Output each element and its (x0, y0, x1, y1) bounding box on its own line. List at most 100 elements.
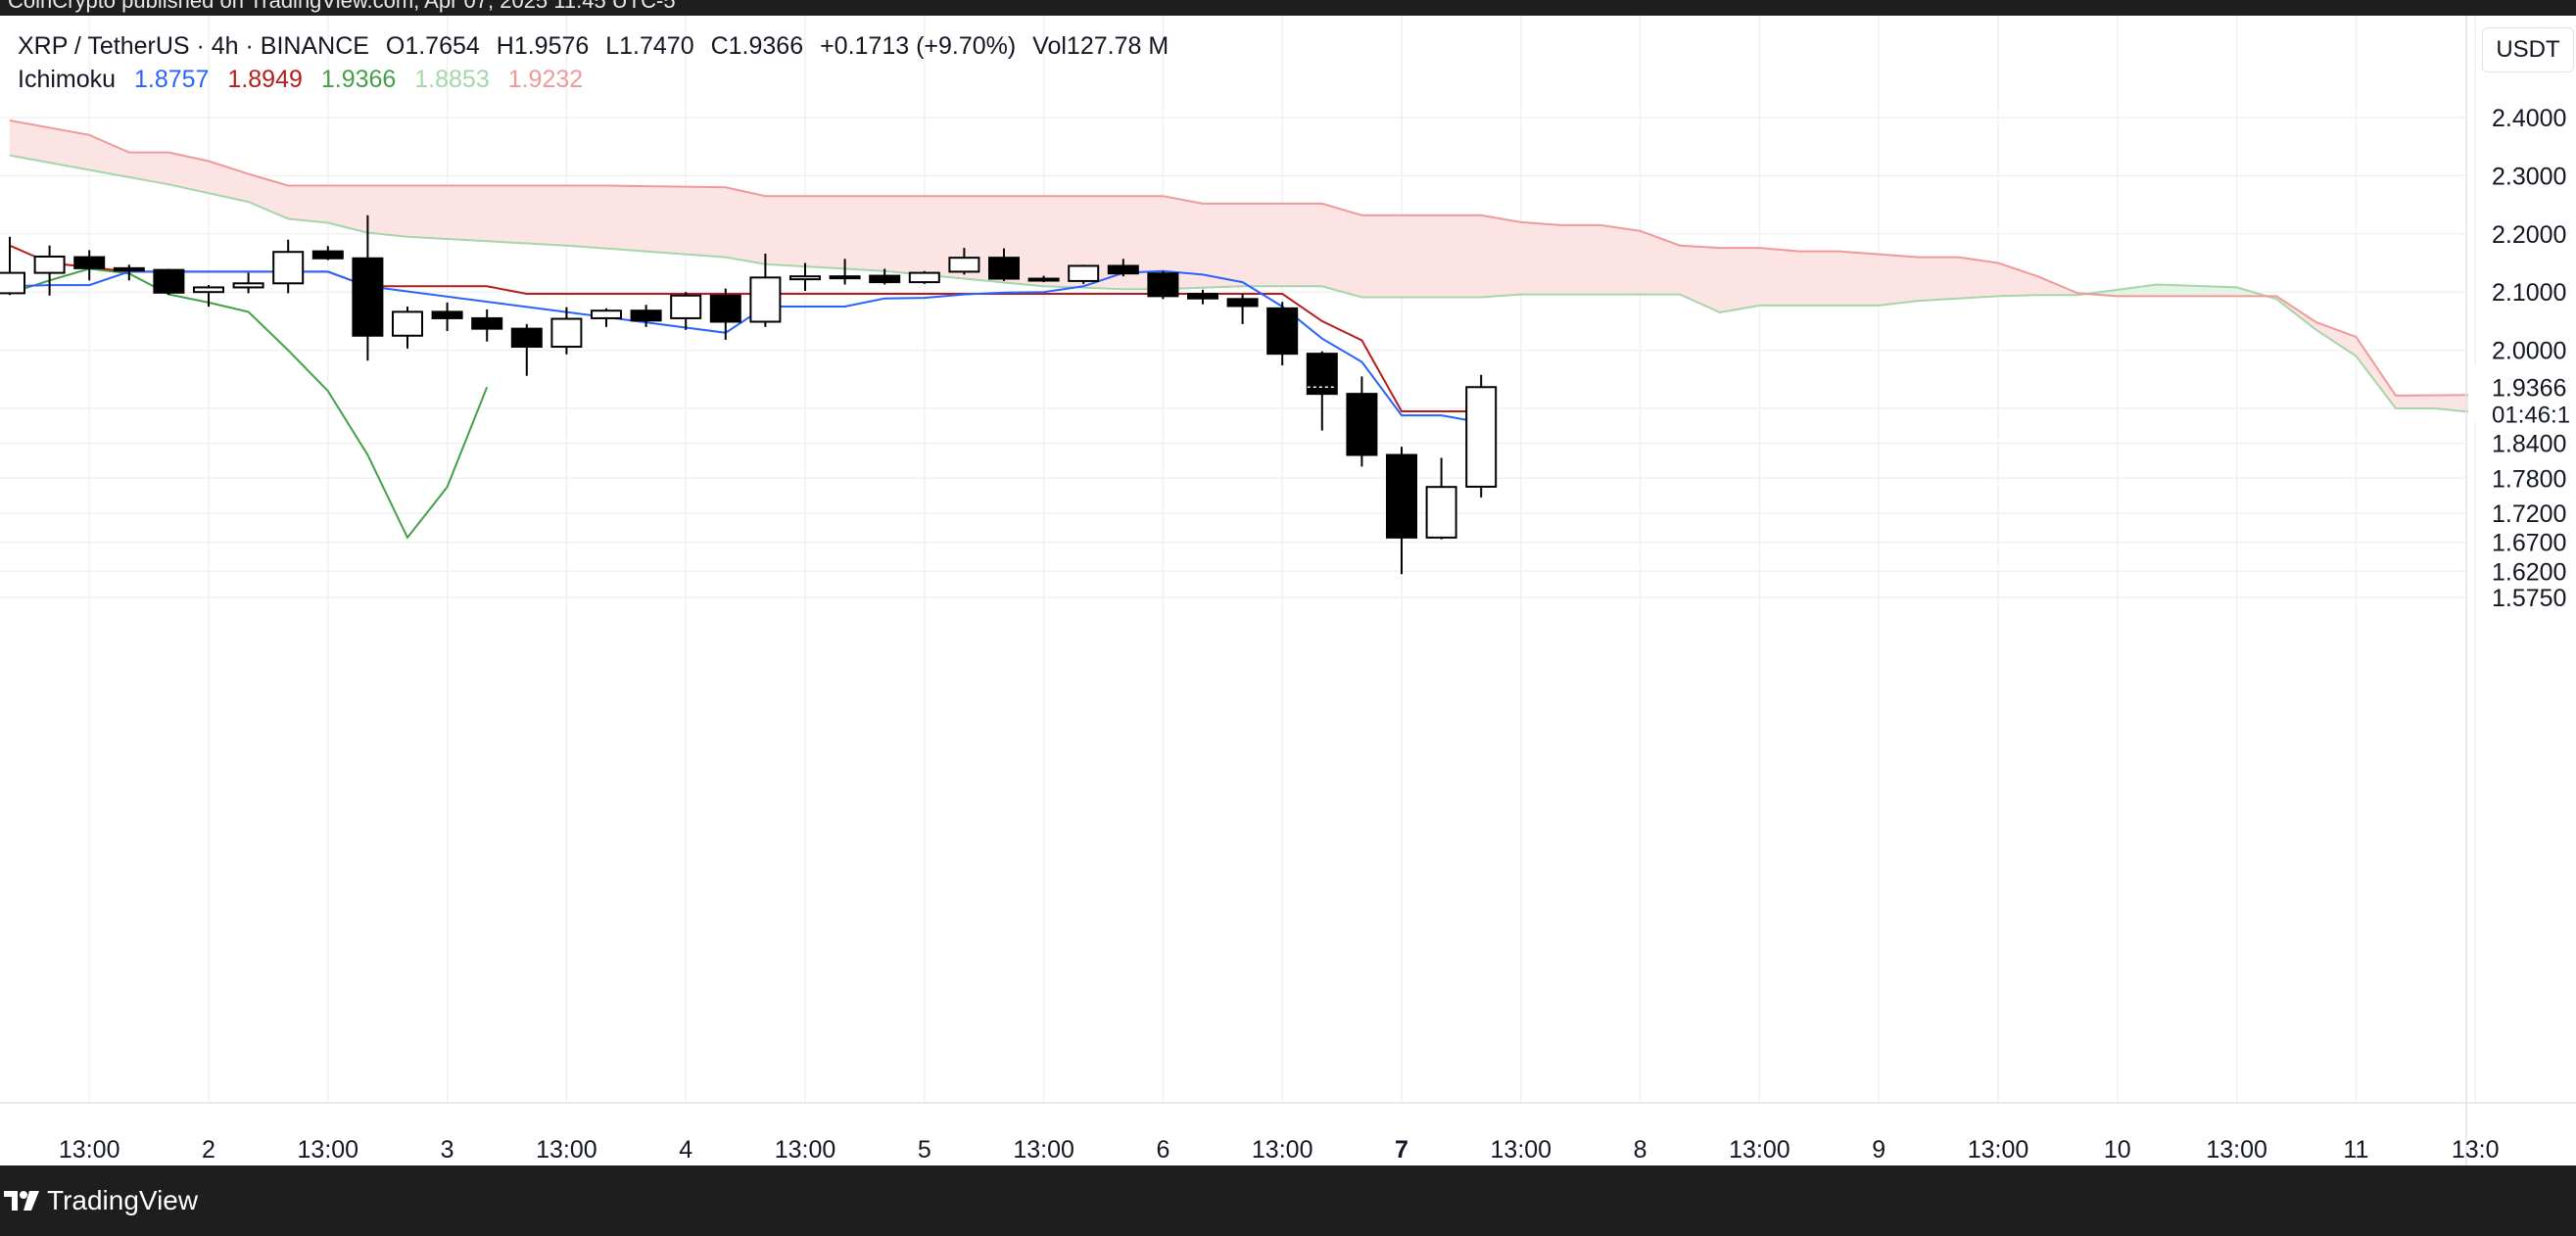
cloud-segment (228, 166, 239, 201)
cloud-segment (308, 185, 318, 222)
cloud-segment (1401, 214, 1412, 298)
cloud-segment (765, 195, 776, 265)
price-tick-label: 1.7800 (2492, 465, 2566, 493)
cloud-segment (2157, 284, 2168, 297)
cloud-segment (725, 186, 737, 260)
cloud-segment (2217, 286, 2227, 297)
cloud-segment (188, 156, 200, 192)
cloud-segment (526, 185, 538, 245)
candle-body-up (0, 271, 25, 295)
time-tick-label: 13:00 (1968, 1136, 2029, 1164)
lagging-span-value: 1.9366 (320, 66, 397, 93)
candle-body-up (908, 271, 940, 284)
cloud-segment (804, 195, 816, 267)
cloud-segment (1937, 257, 1949, 301)
cloud-segment (2007, 265, 2019, 297)
cloud-segment (2196, 285, 2208, 297)
cloud-segment (1570, 224, 1581, 295)
cloud-segment (1649, 234, 1661, 295)
leading-span-b-value: 1.9232 (507, 66, 584, 93)
lagging-span-line (9, 267, 489, 540)
currency-unit-button[interactable]: USDT (2482, 27, 2574, 72)
cloud-segment (1480, 214, 1492, 298)
cloud-segment (1630, 228, 1641, 295)
candle-body-down (988, 257, 1020, 280)
cloud-segment (2445, 395, 2457, 411)
time-tick-label: 8 (1634, 1136, 1647, 1164)
cloud-segment (337, 185, 349, 228)
cloud-segment (1560, 224, 1571, 295)
cloud-segment (99, 138, 110, 174)
cloud-segment (835, 195, 845, 269)
cloud-segment (1918, 257, 1930, 302)
cloud-segment (1898, 255, 1909, 304)
current-price-label: 1.9366 (2492, 374, 2566, 402)
candlestick-chart[interactable]: 2.40002.30002.20002.10002.00001.90001.84… (0, 16, 2576, 1165)
price-tick-label: 2.1000 (2492, 279, 2566, 307)
cloud-segment (1043, 195, 1055, 287)
conversion-line-value: 1.8757 (134, 66, 210, 93)
candle-body-down (1266, 307, 1299, 356)
cloud-segment (1033, 195, 1044, 287)
current-price-badge (2468, 365, 2576, 423)
indicator-name[interactable]: Ichimoku (18, 66, 117, 93)
cloud-segment (1679, 245, 1691, 300)
cloud-segment (397, 185, 408, 238)
cloud-segment (675, 186, 687, 255)
price-tick-label: 2.0000 (2492, 338, 2566, 365)
cloud-segment (2425, 395, 2436, 409)
cloud-segment (1620, 227, 1631, 295)
candle-body-down (1027, 277, 1060, 282)
cloud-segment (1351, 212, 1362, 298)
cloud-segment (1410, 214, 1422, 298)
cloud-segment (317, 185, 329, 223)
cloud-segment (406, 185, 418, 238)
cloud-segment (1262, 203, 1273, 287)
cloud-segment (1222, 203, 1233, 288)
candle-body-up (591, 309, 622, 319)
cloud-segment (447, 185, 458, 240)
time-tick-label: 7 (1395, 1136, 1408, 1164)
footer-bar: TradingView (0, 1165, 2576, 1236)
cloud-segment (426, 185, 438, 239)
candle-body-down (471, 316, 503, 330)
symbol-title[interactable]: XRP / TetherUS · 4h · BINANCE (18, 32, 369, 60)
cloud-segment (357, 185, 368, 233)
candle-body-up (1068, 264, 1100, 282)
time-tick-label: 13:0 (2452, 1136, 2500, 1164)
cloud-segment (1829, 251, 1839, 307)
price-tick-label: 1.8400 (2492, 431, 2566, 458)
cloud-segment (914, 195, 926, 276)
cloud-segment (665, 186, 677, 255)
cloud-segment (2455, 395, 2466, 412)
cloud-segment (466, 185, 478, 241)
cloud-segment (1968, 258, 1979, 299)
cloud-segment (625, 185, 637, 252)
cloud-segment (705, 186, 716, 258)
candle-body-down (709, 294, 741, 323)
cloud-segment (437, 185, 448, 240)
candle-body-down (1386, 453, 1417, 539)
cloud-segment (1341, 209, 1353, 296)
cloud-segment (1690, 245, 1700, 305)
cloud-segment (1947, 257, 1959, 300)
time-tick-label: 10 (2104, 1136, 2131, 1164)
cloud-segment (258, 176, 269, 212)
cloud-segment (1281, 203, 1293, 287)
cloud-segment (1798, 251, 1810, 307)
cloud-segment (1908, 256, 1920, 303)
cloud-segment (1391, 214, 1403, 298)
time-tick-label: 13:00 (298, 1136, 359, 1164)
cloud-segment (636, 185, 646, 252)
cloud-segment (615, 185, 627, 251)
price-tick-label: 2.2000 (2492, 221, 2566, 249)
indicator-row: Ichimoku 1.8757 1.8949 1.9366 1.8853 1.9… (18, 63, 1178, 96)
axes: 2.40002.30002.20002.10002.00001.90001.84… (0, 16, 2576, 1165)
candle-body-down (73, 256, 106, 269)
cloud-segment (844, 195, 856, 270)
cloud-segment (2186, 285, 2198, 297)
cloud-segment (476, 185, 488, 242)
cloud-segment (347, 185, 358, 231)
cloud-segment (1530, 222, 1542, 295)
cloud-segment (1103, 195, 1114, 290)
